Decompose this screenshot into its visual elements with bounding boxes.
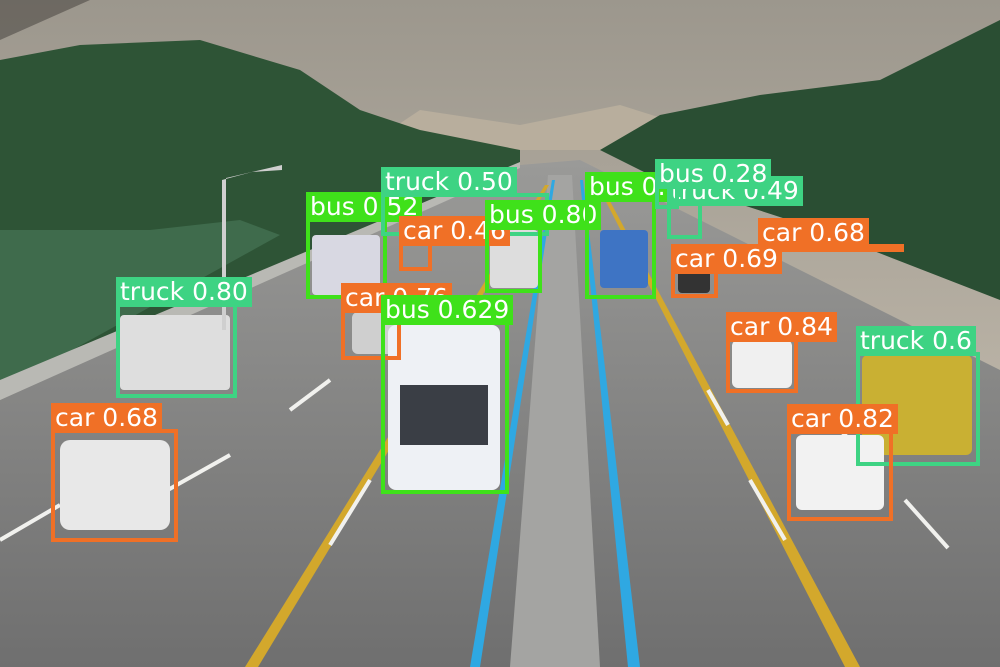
detection-label: car 0.68 — [758, 218, 869, 248]
detection-label: bus 0.629 — [381, 295, 514, 325]
detection-label: car 0.69 — [671, 244, 782, 274]
detection-label: bus 0.52 — [306, 192, 423, 222]
detection-label: car 0.84 — [726, 312, 837, 342]
detection-box-car: car 0.68 — [51, 403, 178, 542]
detection-box-bus: bus 0.629 — [381, 295, 514, 494]
detection-box-car: car 0.46 — [399, 216, 510, 271]
detection-label: bus 0.28 — [655, 159, 772, 189]
detection-label: bus 0.80 — [485, 200, 602, 230]
detection-box-bus: bus 0.52 — [585, 172, 702, 299]
median-barrier — [510, 175, 600, 667]
detection-box-truck: truck 0.6 — [856, 326, 980, 466]
detection-label: truck 0.50 — [381, 167, 517, 197]
detection-box-car: car 0.82 — [787, 404, 898, 521]
yellow-line-right — [600, 190, 860, 667]
detection-box-truck: truck 0.80 — [116, 277, 252, 398]
detection-box-bus: bus 0.80 — [485, 200, 602, 293]
detection-box-car: car 0.69 — [671, 244, 782, 298]
detection-box-car: car 0.84 — [726, 312, 837, 393]
lens-shadow — [0, 0, 90, 40]
detection-label: car 0.82 — [787, 404, 898, 434]
detection-label: car 0.68 — [51, 403, 162, 433]
detection-box-truck: bus 0.28 — [655, 159, 772, 209]
right-trees — [600, 20, 1000, 300]
detection-box-car: car 0.68 — [758, 218, 904, 252]
detection-label: truck 0.6 — [856, 326, 976, 356]
detection-label: truck 0.80 — [116, 277, 252, 307]
blue-line-right — [580, 180, 640, 667]
blue-line-left — [470, 180, 555, 667]
vehicle-silhouettes — [60, 230, 972, 530]
